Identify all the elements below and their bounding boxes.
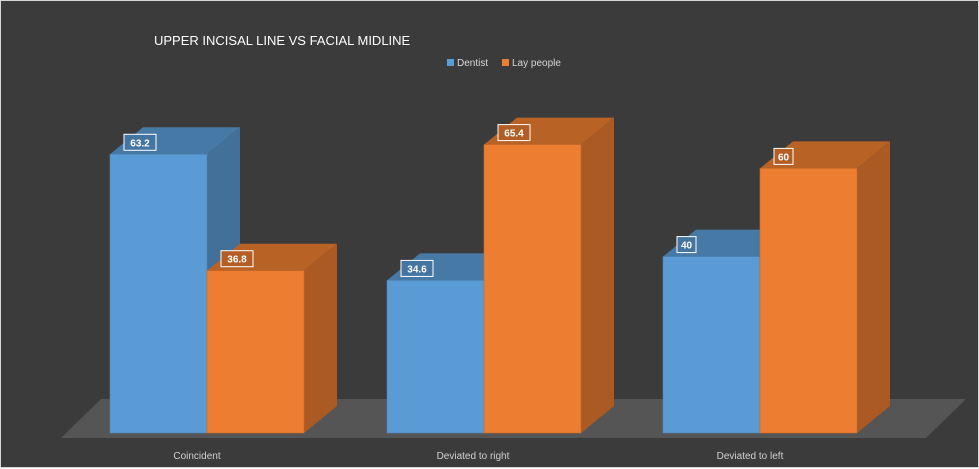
legend-swatch-dentist xyxy=(447,59,454,66)
legend: Dentist Lay people xyxy=(447,58,561,69)
data-labels-group: 63.2 36.8 34.6 65.4 40 60 xyxy=(123,124,794,277)
data-label-lay-people-deviated-to-left: 60 xyxy=(773,147,794,165)
legend-label-lay-people: Lay people xyxy=(512,58,561,69)
bar-side-face xyxy=(857,141,890,433)
data-label-text: 63.2 xyxy=(130,138,150,149)
data-label-box xyxy=(773,147,794,165)
bar-front-face xyxy=(109,153,208,434)
bar-front-face xyxy=(662,256,761,434)
data-label-lay-people-deviated-to-right: 65.4 xyxy=(497,124,531,142)
data-label-dentist-coincident: 63.2 xyxy=(123,133,157,151)
bar-lay-people-deviated-to-left xyxy=(759,141,890,434)
bars-group xyxy=(109,117,890,434)
data-label-box xyxy=(676,236,697,254)
chart-title: UPPER INCISAL LINE VS FACIAL MIDLINE xyxy=(154,33,411,48)
data-label-text: 36.8 xyxy=(227,255,247,266)
x-tick-deviated-to-right: Deviated to right xyxy=(437,451,510,462)
data-label-box xyxy=(497,124,531,142)
bar-front-face xyxy=(483,144,582,434)
bar-front-face xyxy=(759,168,858,434)
data-label-lay-people-coincident: 36.8 xyxy=(220,250,254,268)
data-label-text: 60 xyxy=(778,152,790,163)
bar-side-face xyxy=(581,117,614,433)
data-label-box xyxy=(220,250,254,268)
bar-lay-people-coincident xyxy=(206,243,337,434)
x-axis: Coincident Deviated to right Deviated to… xyxy=(173,451,783,462)
data-label-box xyxy=(400,259,434,277)
legend-swatch-lay-people xyxy=(502,59,509,66)
bar-side-face xyxy=(304,243,337,433)
data-label-text: 34.6 xyxy=(407,264,427,275)
x-tick-coincident: Coincident xyxy=(173,451,220,462)
bar-front-face xyxy=(386,280,485,434)
data-label-dentist-deviated-to-left: 40 xyxy=(676,236,697,254)
data-label-box xyxy=(123,133,157,151)
data-label-dentist-deviated-to-right: 34.6 xyxy=(400,259,434,277)
data-label-text: 40 xyxy=(681,241,693,252)
bar-front-face xyxy=(206,270,305,434)
bar-lay-people-deviated-to-right xyxy=(483,117,614,434)
data-label-text: 65.4 xyxy=(504,129,524,140)
legend-label-dentist: Dentist xyxy=(457,58,488,69)
x-tick-deviated-to-left: Deviated to left xyxy=(717,451,784,462)
